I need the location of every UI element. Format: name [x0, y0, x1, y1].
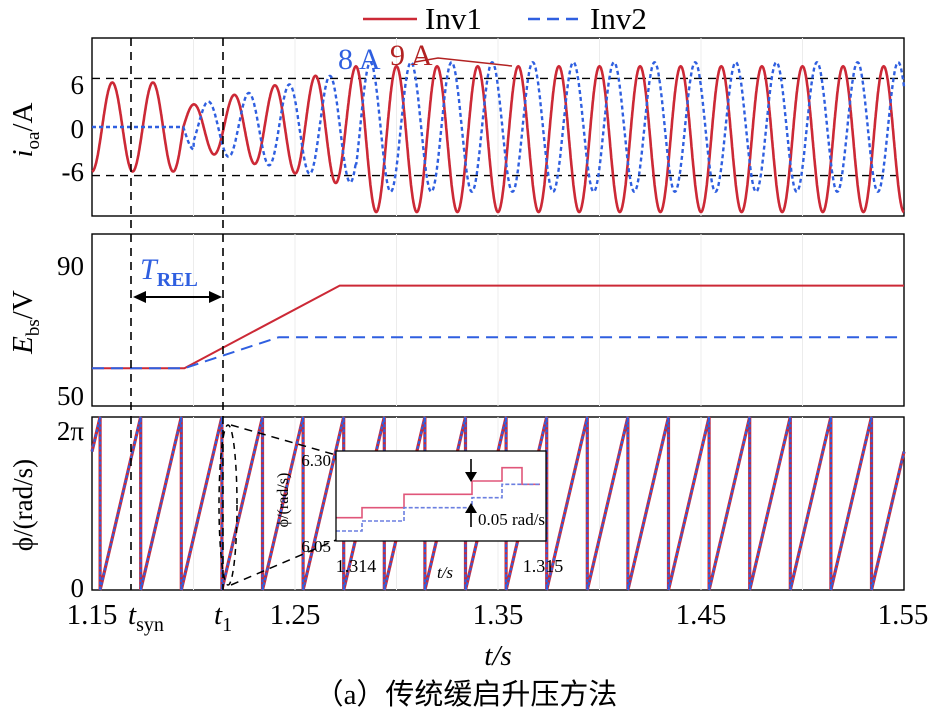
annotation-9a: 9 A: [390, 39, 433, 72]
t-syn-sub: syn: [136, 614, 164, 636]
inset-ytick-bottom: 6.05: [301, 537, 331, 556]
t1-main: t: [214, 599, 223, 631]
t-syn-label: tsyn: [128, 599, 164, 636]
t1-label: t1: [214, 599, 232, 636]
legend-inv1-label: Inv1: [425, 1, 482, 36]
voltage-ylabel: Ebs/V: [7, 290, 44, 355]
annotation-9a-leader: [414, 57, 513, 67]
inset-up-arrow: [465, 503, 477, 527]
trel-label: TREL: [140, 253, 198, 291]
inset-ytick-top: 6.30: [301, 451, 331, 470]
current-ylabel-unit: /A: [7, 102, 39, 131]
xtick-1-15: 1.15: [67, 599, 118, 631]
phase-ylabel: ϕ/(rad/s): [8, 459, 38, 551]
phase-ytick-2pi: 2π: [57, 416, 85, 446]
current-ylabel: ioa/A: [7, 102, 44, 157]
legend: Inv1 Inv2: [363, 1, 647, 36]
figure-caption: （a）传统缓启升压方法: [315, 678, 618, 711]
inset-series-inv1: [336, 466, 540, 519]
legend-inv2-label: Inv2: [590, 1, 647, 36]
inset-xlabel: t/s: [437, 563, 453, 582]
series-layer: [90, 61, 906, 591]
inset-frame: [335, 450, 547, 542]
trel-main: T: [140, 253, 159, 286]
current-ylabel-main: i: [7, 149, 39, 157]
xtick-1-25: 1.25: [270, 599, 321, 631]
x-axis-label: t/s: [484, 640, 511, 672]
phase-series-inv2: [90, 416, 906, 591]
inset-ylabel: ϕ/(rad/s): [275, 473, 292, 528]
voltage-ytick-90: 90: [57, 251, 84, 281]
xtick-1-35: 1.35: [473, 599, 524, 631]
current-series-inv1: [91, 64, 905, 214]
t-syn-main: t: [128, 599, 137, 631]
current-ylabel-sub: oa: [23, 131, 44, 150]
annotation-8a: 8 A: [338, 43, 381, 76]
xtick-1-45: 1.45: [676, 599, 727, 631]
current-ytick-6: 6: [71, 70, 85, 100]
xtick-1-55: 1.55: [878, 599, 929, 631]
inset-xtick-right: 1.315: [523, 556, 564, 576]
t1-sub: 1: [222, 614, 232, 636]
inset-annotation: 0.05 rad/s: [478, 510, 545, 529]
phase-ytick-0: 0: [71, 573, 85, 603]
trel-arrow: [133, 291, 222, 303]
voltage-ylabel-unit: /V: [7, 290, 39, 319]
voltage-ylabel-sub: bs: [23, 319, 44, 336]
voltage-ylabel-main: E: [7, 336, 39, 355]
inset-xtick-left: 1.314: [336, 556, 377, 576]
voltage-series-inv2: [92, 336, 904, 370]
zoom-ellipse: [218, 424, 238, 586]
trel-sub: REL: [157, 269, 198, 291]
inset-background: [336, 451, 546, 541]
zoom-leader-top: [230, 424, 337, 456]
zoom-leader-bottom: [230, 539, 337, 586]
inset: 6.30 6.05 ϕ/(rad/s) 1.314 1.315 t/s 0.05…: [275, 450, 564, 582]
current-ytick-0: 0: [71, 114, 85, 144]
voltage-ytick-50: 50: [57, 381, 84, 411]
current-series-inv2: [92, 61, 906, 193]
inset-down-arrow: [465, 459, 477, 482]
current-ytick-neg6: -6: [62, 157, 85, 187]
